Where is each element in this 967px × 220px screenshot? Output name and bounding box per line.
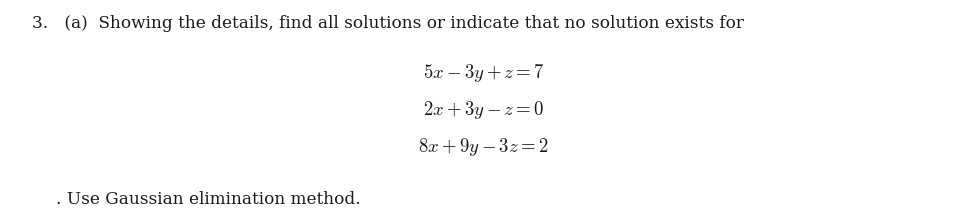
- Text: $2x + 3y - z = 0$: $2x + 3y - z = 0$: [423, 99, 544, 121]
- Text: $5x - 3y + z = 7$: $5x - 3y + z = 7$: [423, 62, 544, 84]
- Text: . Use Gaussian elimination method.: . Use Gaussian elimination method.: [56, 191, 361, 208]
- Text: 3.   (a)  Showing the details, find all solutions or indicate that no solution e: 3. (a) Showing the details, find all sol…: [32, 15, 744, 32]
- Text: $8x + 9y - 3z = 2$: $8x + 9y - 3z = 2$: [418, 136, 549, 158]
